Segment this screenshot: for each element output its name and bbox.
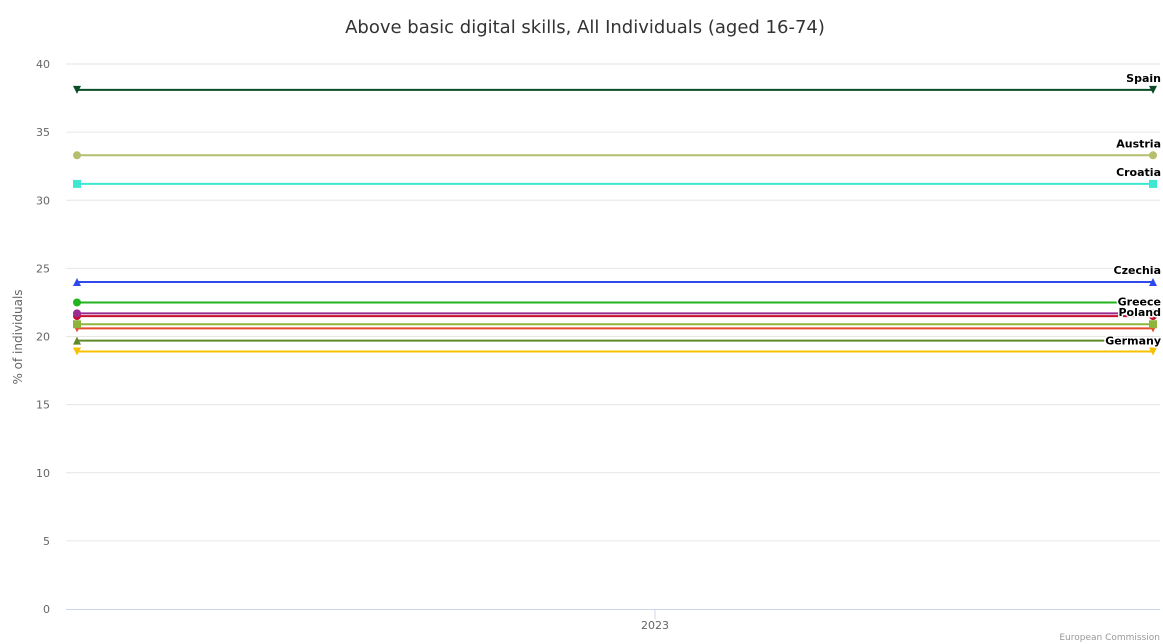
series-label: Croatia <box>1116 166 1161 179</box>
data-point <box>1149 179 1157 188</box>
credit-text[interactable]: European Commission <box>1059 633 1160 643</box>
data-point <box>73 179 81 188</box>
series-label: Austria <box>1116 137 1161 150</box>
y-tick-label: 0 <box>43 603 50 616</box>
y-tick-label: 40 <box>36 58 50 71</box>
data-point <box>73 298 81 307</box>
data-point <box>73 320 81 329</box>
y-tick-label: 30 <box>36 194 50 207</box>
series-label: Spain <box>1126 72 1161 85</box>
data-point <box>73 309 81 318</box>
data-point <box>73 85 81 94</box>
data-point <box>1149 151 1157 160</box>
y-tick-label: 35 <box>36 126 50 139</box>
series-label: Czechia <box>1114 264 1161 277</box>
y-tick-label: 25 <box>36 262 50 275</box>
gridlines <box>66 63 1160 542</box>
data-point <box>1149 278 1157 286</box>
axes: 0 5 10 15 20 25 30 35 40 2023 <box>36 58 1160 632</box>
series-group <box>73 85 1157 356</box>
y-axis-label: % of individuals <box>11 289 25 384</box>
data-point <box>1149 298 1157 307</box>
data-point <box>73 151 81 160</box>
data-point <box>73 278 81 286</box>
y-tick-label: 15 <box>36 399 50 412</box>
series-label: Greece <box>1118 295 1161 308</box>
data-point <box>1149 347 1157 356</box>
data-point <box>73 336 81 345</box>
y-tick-label: 5 <box>43 535 50 548</box>
data-point <box>1149 320 1157 329</box>
data-point <box>1149 85 1157 94</box>
chart-title: Above basic digital skills, All Individu… <box>345 17 825 38</box>
y-tick-label: 20 <box>36 331 50 344</box>
data-point <box>73 347 81 356</box>
data-point <box>1149 309 1157 318</box>
x-tick-label: 2023 <box>641 619 669 632</box>
data-point <box>1149 336 1157 345</box>
series-label: Poland <box>1118 306 1161 319</box>
series-label: Germany <box>1105 335 1161 348</box>
y-tick-label: 10 <box>36 467 50 480</box>
